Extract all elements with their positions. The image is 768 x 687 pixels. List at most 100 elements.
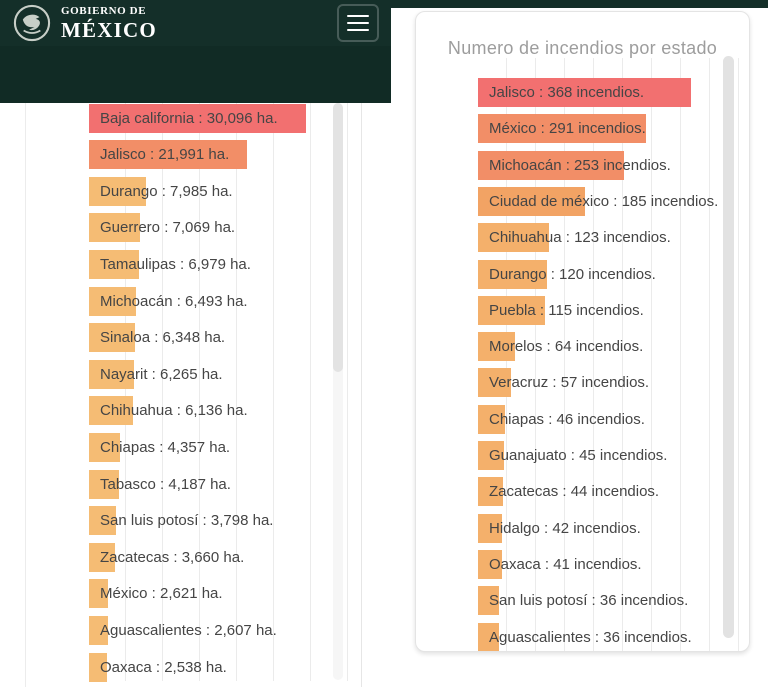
bar-segment[interactable]	[478, 586, 499, 616]
bar-label: Zacatecas : 44 incendios.	[489, 483, 660, 501]
bar-segment[interactable]	[89, 432, 120, 462]
bar-label: Guerrero : 7,069 ha.	[100, 219, 236, 237]
bar-segment[interactable]	[89, 652, 107, 682]
bar-row: Chiapas : 4,357 ha.	[89, 432, 359, 462]
bar-label: San luis potosí : 3,798 ha.	[100, 512, 274, 530]
bar-segment[interactable]	[478, 259, 547, 289]
bar-label: Zacatecas : 3,660 ha.	[100, 548, 245, 566]
bar-row: Chihuahua : 6,136 ha.	[89, 396, 359, 426]
bar-segment[interactable]	[478, 186, 585, 216]
mexico-eagle-emblem-icon	[13, 4, 51, 42]
bar-row: Tabasco : 4,187 ha.	[89, 469, 359, 499]
bar-label: Sinaloa : 6,348 ha.	[100, 329, 226, 347]
bar-segment[interactable]	[478, 622, 499, 651]
bar-row: Jalisco : 368 incendios.	[478, 78, 743, 107]
bar-label: Durango : 120 incendios.	[489, 265, 656, 283]
scrollbar-thumb-left[interactable]	[333, 103, 343, 372]
bar-label: Jalisco : 368 incendios.	[489, 84, 645, 101]
bar-label: Veracruz : 57 incendios.	[489, 374, 650, 392]
hamburger-icon	[347, 28, 369, 32]
gov-header: GOBIERNO DE MÉXICO	[0, 0, 391, 46]
bar-segment[interactable]	[89, 286, 136, 316]
bar-row: Nayarit : 6,265 ha.	[89, 359, 359, 389]
bar-label: Jalisco : 21,991 ha.	[100, 146, 230, 164]
bar-label: Nayarit : 6,265 ha.	[100, 365, 223, 383]
bar-segment[interactable]	[478, 78, 691, 107]
bar-label: Guanajuato : 45 incendios.	[489, 447, 668, 464]
bar-row: Guanajuato : 45 incendios.	[478, 441, 743, 470]
bar-row: Chihuahua : 123 incendios.	[478, 223, 743, 253]
bar-row: Hidalgo : 42 incendios.	[478, 513, 743, 543]
bar-row: Zacatecas : 44 incendios.	[478, 477, 743, 507]
bar-row: Oaxaca : 41 incendios.	[478, 549, 743, 579]
bar-segment[interactable]	[89, 579, 108, 609]
bar-row: Guerrero : 7,069 ha.	[89, 213, 359, 243]
bar-segment[interactable]	[89, 249, 139, 279]
bar-label: Michoacán : 253 incendios.	[489, 156, 671, 174]
bar-segment[interactable]	[89, 396, 133, 426]
gov-brand-text: GOBIERNO DE MÉXICO	[61, 5, 157, 42]
gov-logo: GOBIERNO DE MÉXICO	[12, 3, 157, 43]
scrollbar-thumb-right[interactable]	[723, 56, 734, 638]
bar-row: Baja california : 30,096 ha.	[89, 103, 359, 133]
bar-label: Aguascalientes : 36 incendios.	[489, 628, 692, 646]
bar-row: Aguascalientes : 2,607 ha.	[89, 615, 359, 645]
bar-label: Aguascalientes : 2,607 ha.	[100, 621, 277, 639]
bar-label: Ciudad de méxico : 185 incendios.	[489, 192, 719, 210]
bar-row: Sinaloa : 6,348 ha.	[89, 323, 359, 353]
bar-row: Michoacán : 6,493 ha.	[89, 286, 359, 316]
scrollbar-track-left[interactable]	[333, 103, 343, 680]
bar-row: Veracruz : 57 incendios.	[478, 368, 743, 398]
bar-row: Durango : 7,985 ha.	[89, 176, 359, 206]
bar-label: Chiapas : 4,357 ha.	[100, 438, 231, 456]
bar-label: Oaxaca : 2,538 ha.	[100, 658, 227, 676]
bar-segment[interactable]	[478, 332, 515, 362]
bar-segment[interactable]	[89, 542, 115, 572]
bar-segment[interactable]	[89, 213, 140, 243]
bar-segment[interactable]	[478, 150, 624, 180]
bar-segment[interactable]	[89, 506, 116, 536]
chart-card-incendios: Numero de incendios por estado Jalisco :…	[415, 11, 750, 652]
bar-label: Baja california : 30,096 ha.	[100, 109, 278, 127]
bar-segment[interactable]	[478, 441, 504, 470]
bar-row: Durango : 120 incendios.	[478, 259, 743, 289]
bar-label: Oaxaca : 41 incendios.	[489, 555, 642, 573]
bar-segment[interactable]	[478, 513, 502, 543]
bar-label: Puebla : 115 incendios.	[489, 301, 644, 319]
bar-segment[interactable]	[478, 295, 545, 325]
bar-label: San luis potosí : 36 incendios.	[489, 592, 689, 610]
bar-row: Tamaulipas : 6,979 ha.	[89, 249, 359, 279]
bar-segment[interactable]	[478, 368, 511, 398]
bar-segment[interactable]	[478, 549, 502, 579]
bar-row: San luis potosí : 3,798 ha.	[89, 506, 359, 536]
bar-row: Zacatecas : 3,660 ha.	[89, 542, 359, 572]
bar-segment[interactable]	[478, 114, 646, 144]
bar-segment[interactable]	[89, 323, 135, 353]
bar-label: Tamaulipas : 6,979 ha.	[100, 255, 251, 273]
bar-row: México : 291 incendios.	[478, 114, 743, 144]
bar-segment[interactable]	[478, 223, 549, 253]
bar-label: Chiapas : 46 incendios.	[489, 410, 645, 428]
bar-segment[interactable]	[89, 140, 247, 170]
bar-row: Morelos : 64 incendios.	[478, 332, 743, 362]
chart-card-hectares: Baja california : 30,096 ha. Jalisco : 21…	[25, 103, 362, 687]
panel-hectares: Baja california : 30,096 ha. Jalisco : 21…	[0, 0, 391, 687]
hamburger-icon	[347, 14, 369, 18]
bar-row: Puebla : 115 incendios.	[478, 295, 743, 325]
bar-segment[interactable]	[89, 359, 134, 389]
bar-segment[interactable]	[89, 469, 119, 499]
bar-segment[interactable]	[89, 615, 108, 645]
bar-label: Durango : 7,985 ha.	[100, 182, 233, 200]
bar-segment[interactable]	[478, 477, 503, 507]
bar-label: Hidalgo : 42 incendios.	[489, 519, 641, 537]
brand-line2: MÉXICO	[61, 17, 157, 42]
bar-label: Michoacán : 6,493 ha.	[100, 292, 248, 310]
bar-label: Chihuahua : 123 incendios.	[489, 229, 671, 247]
bar-segment[interactable]	[89, 103, 306, 133]
top-green-strip	[391, 0, 768, 8]
bar-segment[interactable]	[478, 404, 505, 434]
bar-segment[interactable]	[89, 176, 146, 206]
bar-label: Tabasco : 4,187 ha.	[100, 475, 231, 493]
hamburger-menu-button[interactable]	[337, 4, 379, 42]
